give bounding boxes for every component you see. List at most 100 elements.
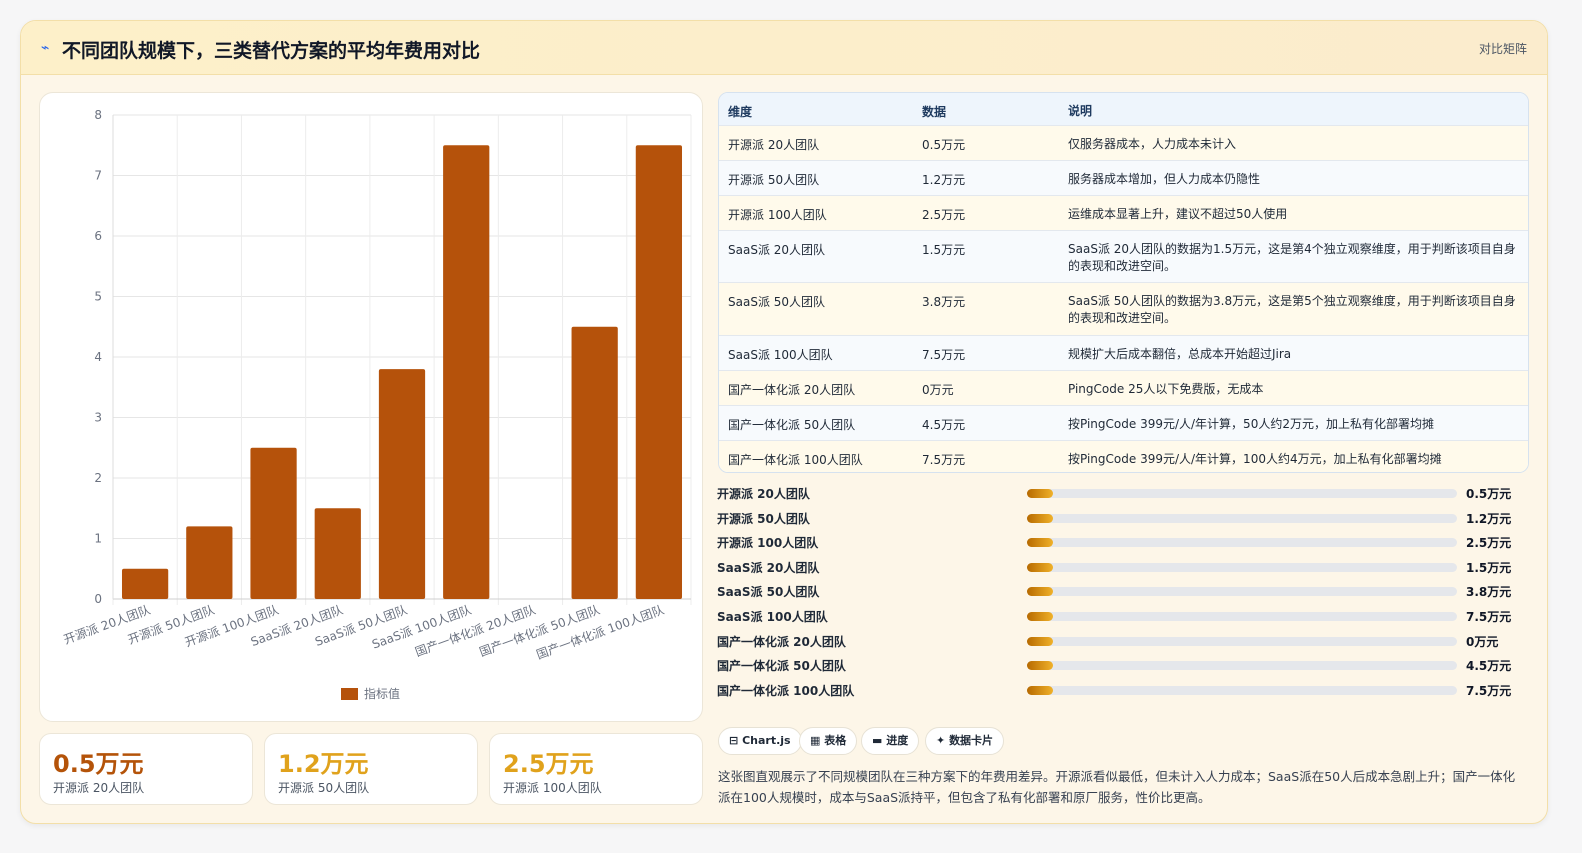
- progress-label: 国产一体化派 100人团队: [717, 683, 855, 698]
- y-tick-label: 8: [94, 108, 102, 122]
- kpi-card: 2.5万元 开源派 100人团队: [489, 733, 703, 805]
- progress-row: SaaS派 20人团队 1.5万元: [717, 557, 1529, 575]
- progress-label: SaaS派 20人团队: [717, 560, 820, 575]
- progress-value: 2.5万元: [1466, 536, 1512, 551]
- summary-text: 这张图直观展示了不同规模团队在三种方案下的年费用差异。开源派看似最低，但未计入人…: [718, 769, 1516, 805]
- progress-value: 1.5万元: [1466, 560, 1512, 575]
- progress-row: 开源派 50人团队 1.2万元: [717, 508, 1529, 526]
- dashboard-card: ⌁ 不同团队规模下，三类替代方案的平均年费用对比 对比矩阵 0 1 2 3 4 5 6 7 8 开…: [20, 20, 1548, 824]
- progress-row: 国产一体化派 100人团队 7.5万元: [717, 680, 1529, 698]
- kpi-label: 开源派 50人团队: [278, 781, 370, 795]
- table-row: 国产一体化派 100人团队 7.5万元 按PingCode 399元/人/年计算…: [719, 441, 1528, 472]
- pill-label: 表格: [824, 734, 847, 747]
- progress-fill: [1027, 587, 1053, 597]
- bar: [121, 568, 169, 599]
- bar: [250, 447, 297, 599]
- cell-dimension: SaaS派 100人团队: [728, 348, 833, 362]
- pill-label: Chart.js: [742, 734, 791, 747]
- bar: [443, 145, 490, 599]
- cell-value: 1.5万元: [922, 243, 966, 257]
- pill-progress[interactable]: ▬ 进度: [861, 727, 920, 755]
- y-tick-label: 4: [94, 350, 102, 364]
- cell-value: 4.5万元: [922, 418, 966, 432]
- card-header: ⌁ 不同团队规模下，三类替代方案的平均年费用对比 对比矩阵: [21, 21, 1547, 75]
- pill-data-card[interactable]: ✦ 数据卡片: [925, 727, 1005, 755]
- data-table: 维度 数据 说明 开源派 20人团队 0.5万元 仅服务器成本，人力成本未计入 …: [718, 92, 1529, 473]
- table-row: SaaS派 50人团队 3.8万元 SaaS派 50人团队的数据为3.8万元，这…: [719, 283, 1528, 336]
- progress-icon: ▬: [872, 734, 883, 747]
- kpi-label: 开源派 100人团队: [503, 781, 602, 795]
- y-tick-label: 7: [94, 169, 102, 183]
- progress-track: [1027, 538, 1457, 548]
- table-row: 国产一体化派 50人团队 4.5万元 按PingCode 399元/人/年计算，…: [719, 406, 1528, 441]
- progress-label: SaaS派 100人团队: [717, 610, 828, 624]
- bar: [571, 326, 618, 599]
- y-tick-label: 0: [94, 592, 102, 606]
- progress-row: 国产一体化派 20人团队 0万元: [717, 631, 1529, 649]
- cell-note: 按PingCode 399元/人/年计算，50人约2万元，加上私有化部署均摊: [1068, 417, 1434, 431]
- cell-value: 2.5万元: [922, 208, 966, 222]
- y-tick-label: 1: [94, 532, 102, 546]
- progress-label: 开源派 50人团队: [717, 511, 810, 526]
- pill-table[interactable]: ▦ 表格: [799, 727, 858, 755]
- progress-fill: [1027, 612, 1053, 621]
- cell-dimension: 国产一体化派 20人团队: [728, 383, 856, 397]
- progress-value: 4.5万元: [1466, 659, 1512, 674]
- view-tag[interactable]: 对比矩阵: [1478, 42, 1527, 56]
- table-row: 开源派 100人团队 2.5万元 运维成本显著上升，建议不超过50人使用: [719, 196, 1528, 231]
- bar: [378, 369, 426, 599]
- kpi-value: 0.5万元: [53, 750, 144, 778]
- progress-fill: [1027, 661, 1053, 671]
- table-row: SaaS派 20人团队 1.5万元 SaaS派 20人团队的数据为1.5万元，这…: [719, 231, 1528, 283]
- cell-value: 3.8万元: [922, 295, 966, 309]
- cell-value: 1.2万元: [922, 173, 966, 187]
- progress-fill: [1027, 562, 1053, 572]
- cell-dimension: 开源派 100人团队: [728, 208, 827, 222]
- y-tick-label: 3: [94, 411, 102, 425]
- progress-value: 0万元: [1466, 634, 1499, 649]
- cell-value: 0万元: [922, 383, 954, 397]
- progress-track: [1027, 612, 1457, 621]
- cell-note: SaaS派 50人团队的数据为3.8万元，这是第5个独立观察维度，用于判断该项目…: [1068, 294, 1516, 325]
- pill-label: 进度: [886, 734, 909, 747]
- trend-line-icon: ⌁: [41, 40, 50, 56]
- cell-note: PingCode 25人以下免费版，无成本: [1068, 382, 1264, 396]
- cell-note: 服务器成本增加，但人力成本仍隐性: [1068, 172, 1261, 186]
- cell-dimension: 国产一体化派 100人团队: [728, 453, 863, 467]
- progress-value: 1.2万元: [1466, 511, 1512, 526]
- header-data: 数据: [922, 105, 947, 119]
- table-icon: ▦: [810, 734, 821, 747]
- table-row: 国产一体化派 20人团队 0万元 PingCode 25人以下免费版，无成本: [719, 371, 1528, 406]
- cell-value: 7.5万元: [922, 453, 966, 467]
- cell-note: 仅服务器成本，人力成本未计入: [1068, 137, 1237, 151]
- cell-note: 规模扩大后成本翻倍，总成本开始超过Jira: [1068, 347, 1292, 361]
- progress-fill: [1027, 538, 1053, 548]
- kpi-value: 1.2万元: [278, 750, 369, 778]
- progress-track: [1027, 513, 1457, 523]
- header-dimension: 维度: [728, 105, 753, 119]
- progress-fill: [1027, 513, 1053, 523]
- progress-value: 0.5万元: [1466, 487, 1512, 501]
- progress-row: SaaS派 100人团队 7.5万元: [717, 606, 1529, 624]
- cell-note: 按PingCode 399元/人/年计算，100人约4万元，加上私有化部署均摊: [1068, 452, 1442, 466]
- pill-chartjs[interactable]: ⊟ Chart.js: [718, 727, 802, 755]
- progress-label: 开源派 100人团队: [717, 536, 819, 551]
- cell-note: 运维成本显著上升，建议不超过50人使用: [1068, 207, 1288, 221]
- progress-fill: [1027, 489, 1053, 498]
- cell-value: 7.5万元: [922, 348, 966, 362]
- card-title: 不同团队规模下，三类替代方案的平均年费用对比: [62, 40, 481, 62]
- sparkle-icon: ✦: [936, 734, 946, 747]
- cell-dimension: 开源派 50人团队: [728, 173, 820, 187]
- kpi-value: 2.5万元: [503, 750, 594, 778]
- progress-fill: [1027, 685, 1053, 695]
- y-tick-label: 2: [94, 471, 102, 485]
- progress-track: [1027, 562, 1457, 572]
- progress-track: [1027, 661, 1457, 671]
- cell-dimension: SaaS派 20人团队: [728, 243, 826, 257]
- y-tick-label: 5: [94, 290, 102, 304]
- bar: [314, 508, 361, 599]
- y-tick-label: 6: [94, 229, 102, 243]
- progress-row: 国产一体化派 50人团队 4.5万元: [717, 655, 1529, 673]
- kpi-label: 开源派 20人团队: [53, 781, 145, 795]
